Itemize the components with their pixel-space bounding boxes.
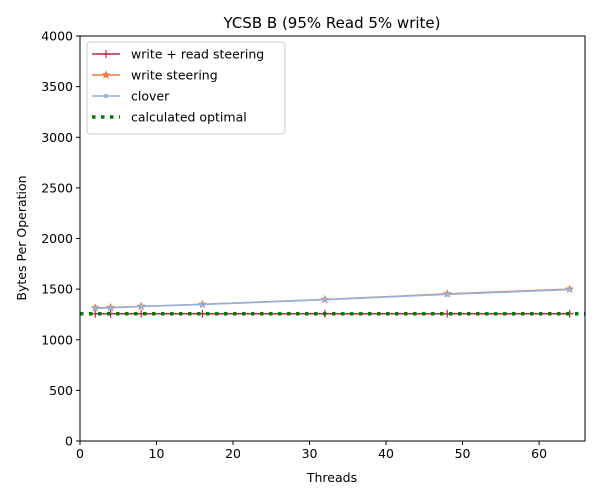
legend-label-3: calculated optimal [131, 110, 247, 125]
data-point-2-5 [445, 292, 450, 297]
chart-title: YCSB B (95% Read 5% write) [222, 14, 440, 32]
y-tick-label: 1000 [41, 332, 73, 347]
x-tick-label: 20 [225, 446, 241, 461]
x-tick-label: 40 [378, 446, 394, 461]
data-point-2-1 [108, 305, 113, 311]
legend-marker-1 [101, 70, 111, 79]
x-tick-label: 50 [455, 446, 471, 461]
x-tick-label: 10 [149, 446, 165, 461]
legend-label-1: write steering [131, 68, 218, 83]
legend-label-0: write + read steering [131, 47, 264, 62]
y-tick-label: 2500 [41, 180, 73, 195]
legend-marker-2 [103, 93, 109, 99]
y-tick-label: 4000 [41, 29, 73, 44]
y-tick-label: 2000 [41, 231, 73, 246]
y-tick-label: 1500 [41, 282, 73, 297]
data-point-0-0 [91, 309, 100, 318]
y-axis-label: Bytes Per Operation [14, 175, 29, 300]
y-tick-label: 500 [49, 383, 73, 398]
plot-area: 0 10 20 30 40 50 60 0 500 1000 1500 2000 2500 3000 350… [41, 29, 586, 461]
data-point-2-3 [200, 302, 205, 307]
data-point-2-6 [567, 287, 572, 292]
y-tick-label: 3500 [41, 79, 73, 94]
x-tick-label: 0 [76, 446, 84, 461]
legend: write + read steering write steering clove… [86, 41, 286, 135]
series-2 [93, 287, 572, 311]
legend-label-2: clover [131, 89, 170, 104]
x-axis-label: Threads [306, 470, 357, 485]
data-point-2-2 [139, 304, 144, 309]
legend-marker-0 [102, 50, 110, 58]
x-tick-label: 60 [531, 446, 547, 461]
x-tick-label: 30 [302, 446, 318, 461]
y-tick-label: 3000 [41, 130, 73, 145]
legend-box [86, 41, 286, 135]
data-point-2-0 [93, 306, 98, 311]
y-tick-label: 0 [65, 434, 73, 449]
data-point-2-4 [322, 297, 328, 302]
